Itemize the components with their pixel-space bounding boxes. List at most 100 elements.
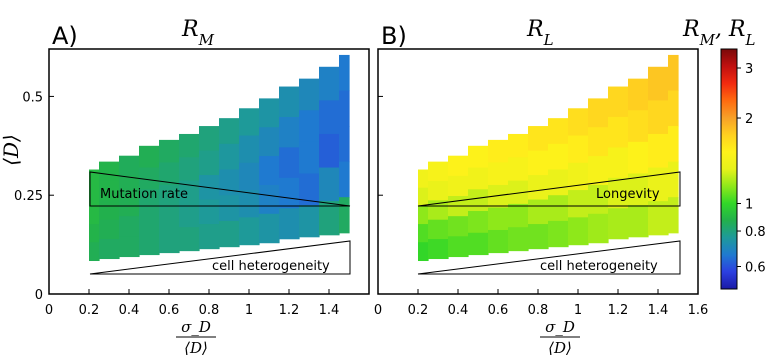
- panel-label-b: B): [381, 22, 407, 50]
- heatmap-cell: [418, 224, 429, 243]
- heatmap-cell: [548, 195, 569, 222]
- y-tick-label: 0: [35, 288, 43, 303]
- heatmap-cell: [219, 220, 240, 248]
- heatmap-cell: [199, 224, 220, 250]
- heatmap-cell: [139, 145, 160, 169]
- heatmap-cell: [119, 155, 140, 177]
- heatmap-cell: [468, 189, 489, 212]
- x-tick-label: 1.2: [279, 303, 300, 318]
- heatmap-cell: [628, 110, 649, 143]
- heatmap-cell: [488, 207, 509, 231]
- heatmap-cell: [339, 54, 350, 92]
- x-tick-label: 1.2: [608, 303, 629, 318]
- heatmap-cell: [259, 156, 280, 186]
- heatmap-cell: [628, 141, 649, 175]
- heatmap-cell: [99, 200, 120, 221]
- heatmap-cell: [628, 173, 649, 206]
- heatmap-cell: [548, 169, 569, 196]
- heatmap-cell: [568, 217, 589, 246]
- heatmap-cell: [259, 184, 280, 215]
- x-axis-label-b: σ_D ⟨D⟩: [540, 318, 580, 357]
- x-axis-label-a: σ_D ⟨D⟩: [176, 318, 216, 357]
- heatmap-cell: [488, 162, 509, 186]
- heatmap-cell: [119, 175, 140, 197]
- heatmap-cell: [279, 86, 300, 118]
- heatmap-cell: [159, 184, 180, 209]
- heatmap-cell: [319, 167, 340, 202]
- heatmap-cell: [89, 242, 100, 262]
- heatmap-cell: [428, 219, 449, 240]
- heatmap-cell: [508, 203, 529, 228]
- heatmap-cell: [448, 216, 469, 237]
- heatmap-cell: [548, 220, 569, 248]
- heatmap-cell: [179, 133, 200, 158]
- heatmap-cell: [99, 180, 120, 201]
- colorbar-tick-label: 0.8: [745, 225, 766, 240]
- heatmap-cell: [588, 213, 609, 244]
- heatmap-cell: [339, 126, 350, 163]
- y-tick-label: 0.25: [14, 189, 43, 204]
- heatmap-cell: [319, 100, 340, 135]
- x-tick-label: 0: [374, 303, 382, 318]
- colorbar-title: RM, RL: [682, 17, 756, 49]
- heatmap-cell: [279, 116, 300, 148]
- heatmap-cell: [219, 143, 240, 171]
- heatmap-cell: [89, 187, 100, 207]
- heatmap-cell: [568, 108, 589, 137]
- heatmap-cell: [648, 66, 669, 101]
- heatmap-cell: [468, 145, 489, 169]
- heatmap-cell: [219, 195, 240, 222]
- heatmap-cell: [668, 197, 679, 234]
- axis-ticks-b: 0 0.2 0.4 0.6 0.8 1 1.2 1.4 1.6: [374, 95, 708, 318]
- heatmap-cell: [418, 242, 429, 262]
- heatmap-cell: [299, 141, 320, 175]
- heatmap-cell: [199, 126, 220, 152]
- heatmap-cell: [668, 90, 679, 127]
- heatmap-cell: [199, 199, 220, 225]
- heatmap-cell: [588, 156, 609, 186]
- heatmap-cell: [548, 118, 569, 145]
- heatmap-cell: [259, 98, 280, 128]
- heatmap-cell: [568, 162, 589, 191]
- heatmap-cell: [588, 184, 609, 215]
- heatmap-cell: [219, 118, 240, 145]
- colorbar-tick-label: 3: [745, 62, 753, 77]
- colorbar: [720, 48, 738, 290]
- heatmap-cell: [239, 162, 260, 191]
- heatmap-cell: [648, 167, 669, 202]
- y-tick-label: 0.5: [22, 90, 43, 105]
- heatmap-cell: [319, 133, 340, 169]
- colorbar-tick-label: 0.6: [745, 261, 766, 276]
- heatmap-cell: [239, 190, 260, 218]
- x-tick-label: 1.4: [319, 303, 340, 318]
- heatmap-cell: [648, 201, 669, 236]
- heatmap-cell: [508, 133, 529, 158]
- heatmap-cell: [139, 167, 160, 190]
- annotation-mutation-rate: Mutation rate: [100, 187, 188, 202]
- heatmap-cell: [468, 211, 489, 234]
- heatmap-cell: [528, 126, 549, 152]
- heatmap-cell: [428, 180, 449, 201]
- heatmap-cell: [99, 219, 120, 240]
- heatmap-cell: [608, 147, 629, 179]
- longevity-wedge: [417, 171, 681, 207]
- colorbar-tick-label: 1: [745, 198, 753, 213]
- heatmap-cell: [448, 155, 469, 177]
- x-tick-label: 1: [245, 303, 253, 318]
- panel-a: Mutation rate cell heterogeneity 0 0.2 0.4…: [14, 22, 370, 318]
- x-axis-label-a-denominator: ⟨D⟩: [184, 339, 208, 357]
- heatmap-cell: [279, 177, 300, 209]
- heatmap-cell: [139, 232, 160, 256]
- heatmap-cell: [418, 205, 429, 225]
- heatmap-cell: [179, 180, 200, 205]
- x-axis-label-a-numerator: σ_D: [181, 318, 211, 336]
- heatmap-cell: [588, 98, 609, 128]
- x-tick-label: 0.8: [528, 303, 549, 318]
- heatmap-cell: [528, 199, 549, 225]
- heatmap-cell: [279, 208, 300, 240]
- heatmap-cell: [418, 187, 429, 207]
- heatmap-cell: [279, 147, 300, 179]
- heatmap-cell: [488, 184, 509, 209]
- heatmap-cell: [159, 207, 180, 231]
